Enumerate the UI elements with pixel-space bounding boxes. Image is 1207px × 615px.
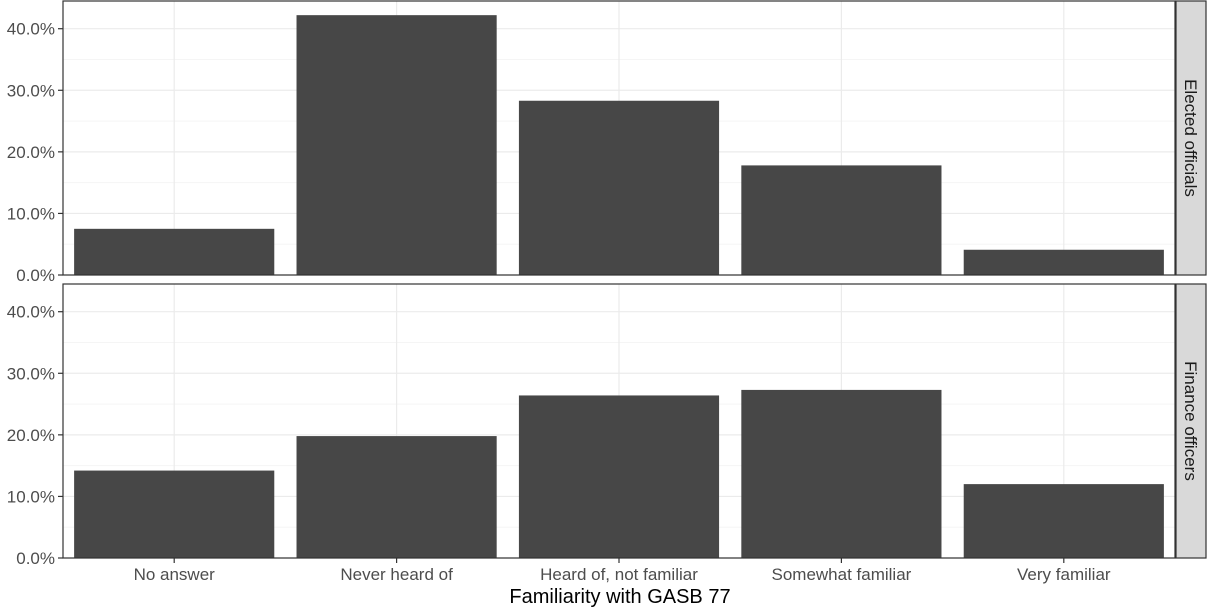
facet-strip-label: Finance officers (1181, 361, 1200, 481)
y-tick-label: 20.0% (7, 143, 55, 162)
bar (74, 470, 275, 558)
bar (518, 100, 720, 275)
bar (74, 228, 275, 275)
y-tick-label: 0.0% (16, 266, 55, 285)
y-tick-label: 40.0% (7, 303, 55, 322)
y-tick-label: 0.0% (16, 549, 55, 568)
bar (741, 389, 942, 558)
facet-strip-label: Elected officials (1181, 79, 1200, 197)
facet-strip (1175, 283, 1207, 559)
x-tick-label: Heard of, not familiar (540, 565, 698, 584)
facet-strip (1175, 0, 1207, 276)
y-tick-label: 20.0% (7, 426, 55, 445)
y-tick-label: 10.0% (7, 204, 55, 223)
facet-panel: 0.0% 10.0% 20.0% 30.0% 40.0% Finance officers… (7, 283, 1207, 584)
panel-border (62, 0, 1176, 276)
x-tick-label: No answer (134, 565, 216, 584)
bar (741, 165, 942, 275)
x-tick-label: Very familiar (1017, 565, 1111, 584)
y-tick-label: 40.0% (7, 20, 55, 39)
bar (296, 15, 497, 275)
bar (963, 484, 1164, 558)
bar (518, 395, 720, 558)
facet-panel: 0.0% 10.0% 20.0% 30.0% 40.0% Elected official… (7, 0, 1207, 285)
x-tick-label: Never heard of (340, 565, 453, 584)
bar (963, 249, 1164, 275)
y-tick-label: 30.0% (7, 364, 55, 383)
y-tick-label: 10.0% (7, 487, 55, 506)
panels-layer: 0.0% 10.0% 20.0% 30.0% 40.0% Elected official… (7, 0, 1207, 584)
bar (296, 436, 497, 558)
y-tick-label: 30.0% (7, 81, 55, 100)
x-axis-title: Familiarity with GASB 77 (509, 586, 730, 608)
x-tick-label: Somewhat familiar (771, 565, 911, 584)
